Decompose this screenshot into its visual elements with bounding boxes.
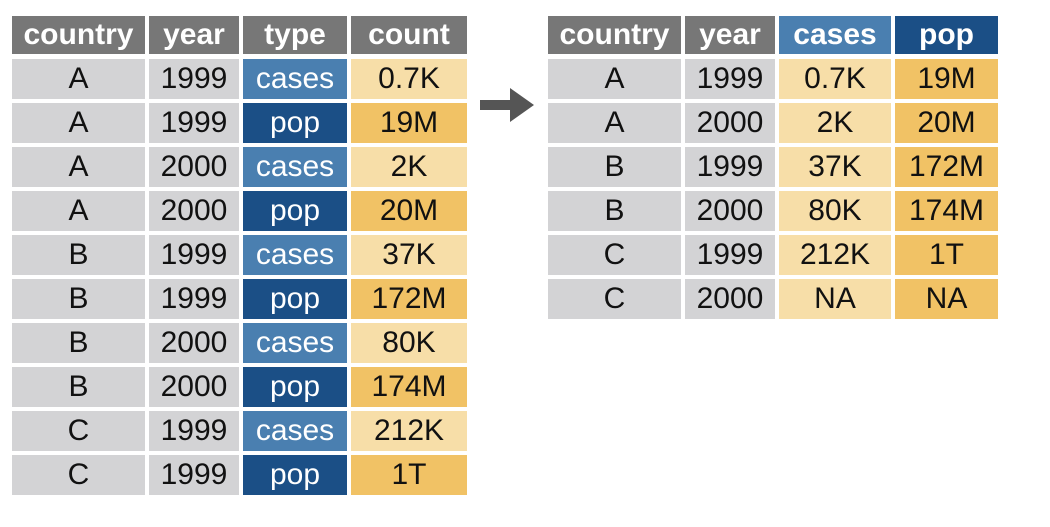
country-cell: C [12,455,145,495]
count-cell: 0.7K [351,59,467,99]
count-cell: 37K [351,235,467,275]
country-cell: B [548,147,681,187]
header-count: count [351,16,467,54]
count-cell: 19M [351,103,467,143]
table-row: B 2000 pop 174M [12,367,467,407]
year-cell: 2000 [685,279,775,319]
table-row: C 1999 pop 1T [12,455,467,495]
table-row: A 1999 pop 19M [12,103,467,143]
wide-table-header: country year cases pop [548,16,998,54]
wide-table: country year cases pop A 1999 0.7K 19M A 2000… [548,16,998,323]
table-row: B 2000 80K 174M [548,191,998,231]
country-cell: C [548,279,681,319]
right-arrow-icon [480,88,534,122]
table-row: A 1999 0.7K 19M [548,59,998,99]
year-cell: 1999 [685,59,775,99]
type-cell: cases [243,147,347,187]
year-cell: 1999 [149,411,239,451]
year-cell: 2000 [149,323,239,363]
header-type: type [243,16,347,54]
count-cell: 80K [351,323,467,363]
year-cell: 1999 [149,59,239,99]
country-cell: A [12,103,145,143]
country-cell: B [12,279,145,319]
year-cell: 1999 [149,235,239,275]
country-cell: A [12,191,145,231]
count-cell: 172M [351,279,467,319]
table-row: B 1999 pop 172M [12,279,467,319]
count-cell: 1T [351,455,467,495]
cases-cell: 2K [779,103,891,143]
table-row: C 1999 cases 212K [12,411,467,451]
type-cell: cases [243,411,347,451]
table-row: A 2000 pop 20M [12,191,467,231]
count-cell: 2K [351,147,467,187]
country-cell: A [12,59,145,99]
table-row: C 1999 212K 1T [548,235,998,275]
pop-cell: 20M [895,103,998,143]
table-row: B 1999 37K 172M [548,147,998,187]
year-cell: 2000 [685,103,775,143]
header-country: country [548,16,681,54]
table-row: A 2000 2K 20M [548,103,998,143]
country-cell: A [548,59,681,99]
country-cell: C [548,235,681,275]
year-cell: 1999 [149,103,239,143]
header-cases: cases [779,16,891,54]
year-cell: 2000 [149,147,239,187]
pop-cell: 1T [895,235,998,275]
year-cell: 1999 [685,147,775,187]
country-cell: C [12,411,145,451]
table-row: B 1999 cases 37K [12,235,467,275]
header-pop: pop [895,16,998,54]
country-cell: B [12,235,145,275]
year-cell: 1999 [685,235,775,275]
pop-cell: NA [895,279,998,319]
type-cell: pop [243,455,347,495]
table-row: A 1999 cases 0.7K [12,59,467,99]
year-cell: 1999 [149,455,239,495]
header-year: year [149,16,239,54]
country-cell: B [12,323,145,363]
pop-cell: 174M [895,191,998,231]
header-country: country [12,16,145,54]
table-row: A 2000 cases 2K [12,147,467,187]
year-cell: 2000 [149,191,239,231]
cases-cell: 212K [779,235,891,275]
year-cell: 2000 [149,367,239,407]
table-row: C 2000 NA NA [548,279,998,319]
cases-cell: 37K [779,147,891,187]
pop-cell: 172M [895,147,998,187]
type-cell: pop [243,191,347,231]
header-year: year [685,16,775,54]
year-cell: 2000 [685,191,775,231]
country-cell: B [548,191,681,231]
count-cell: 174M [351,367,467,407]
cases-cell: 0.7K [779,59,891,99]
pop-cell: 19M [895,59,998,99]
country-cell: B [12,367,145,407]
type-cell: cases [243,235,347,275]
long-table-header: country year type count [12,16,467,54]
type-cell: pop [243,367,347,407]
table-row: B 2000 cases 80K [12,323,467,363]
type-cell: cases [243,323,347,363]
count-cell: 212K [351,411,467,451]
country-cell: A [12,147,145,187]
long-table: country year type count A 1999 cases 0.7K A 1… [12,16,467,499]
type-cell: pop [243,279,347,319]
count-cell: 20M [351,191,467,231]
cases-cell: 80K [779,191,891,231]
type-cell: pop [243,103,347,143]
year-cell: 1999 [149,279,239,319]
type-cell: cases [243,59,347,99]
country-cell: A [548,103,681,143]
cases-cell: NA [779,279,891,319]
